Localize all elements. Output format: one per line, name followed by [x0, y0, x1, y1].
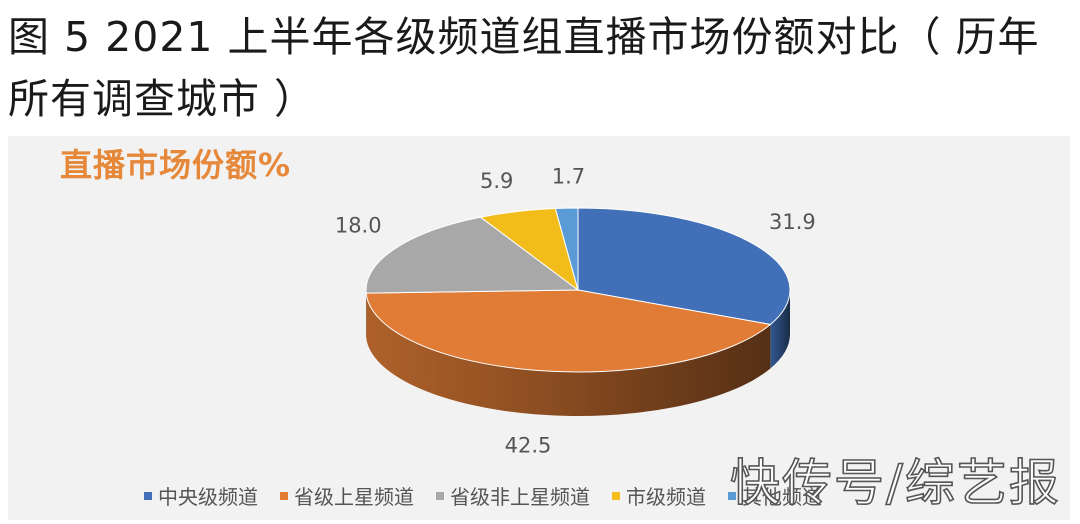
legend-swatch-0: [144, 491, 152, 500]
data-label-2: 18.0: [335, 213, 382, 237]
legend-swatch-3: [612, 491, 620, 500]
chart-legend: 中央级频道 省级上星频道 省级非上星频道 市级频道 其他频道: [144, 481, 844, 510]
data-label-4: 1.7: [552, 165, 585, 189]
data-label-3: 5.9: [480, 169, 513, 193]
legend-swatch-2: [436, 491, 444, 500]
figure-caption: 图 5 2021 上半年各级频道组直播市场份额对比（ 历年所有调查城市 ）: [8, 13, 1040, 123]
legend-item-4: 其他频道: [728, 481, 822, 510]
legend-label-1: 省级上星频道: [294, 485, 414, 509]
pie-side-0: [770, 290, 790, 369]
chart-title: 直播市场份额%: [60, 146, 292, 184]
legend-swatch-4: [728, 491, 736, 500]
legend-item-2: 省级非上星频道: [436, 481, 590, 510]
watermark: 快传号/综艺报: [729, 453, 1061, 513]
legend-label-0: 中央级频道: [158, 485, 258, 509]
data-label-1: 42.5: [505, 433, 552, 457]
data-label-0: 31.9: [769, 210, 816, 234]
legend-item-3: 市级频道: [612, 481, 706, 510]
pie-slice-1: [365, 289, 772, 373]
pie-side-1: [366, 293, 771, 416]
legend-swatch-1: [280, 491, 288, 500]
legend-label-3: 市级频道: [626, 485, 706, 509]
pie-slice-0: [577, 207, 791, 325]
legend-item-0: 中央级频道: [144, 481, 258, 510]
legend-label-4: 其他频道: [742, 485, 822, 509]
pie-slice-4: [554, 207, 579, 291]
legend-label-2: 省级非上星频道: [450, 485, 590, 509]
pie-slice-2: [365, 216, 580, 294]
legend-item-1: 省级上星频道: [280, 481, 414, 510]
